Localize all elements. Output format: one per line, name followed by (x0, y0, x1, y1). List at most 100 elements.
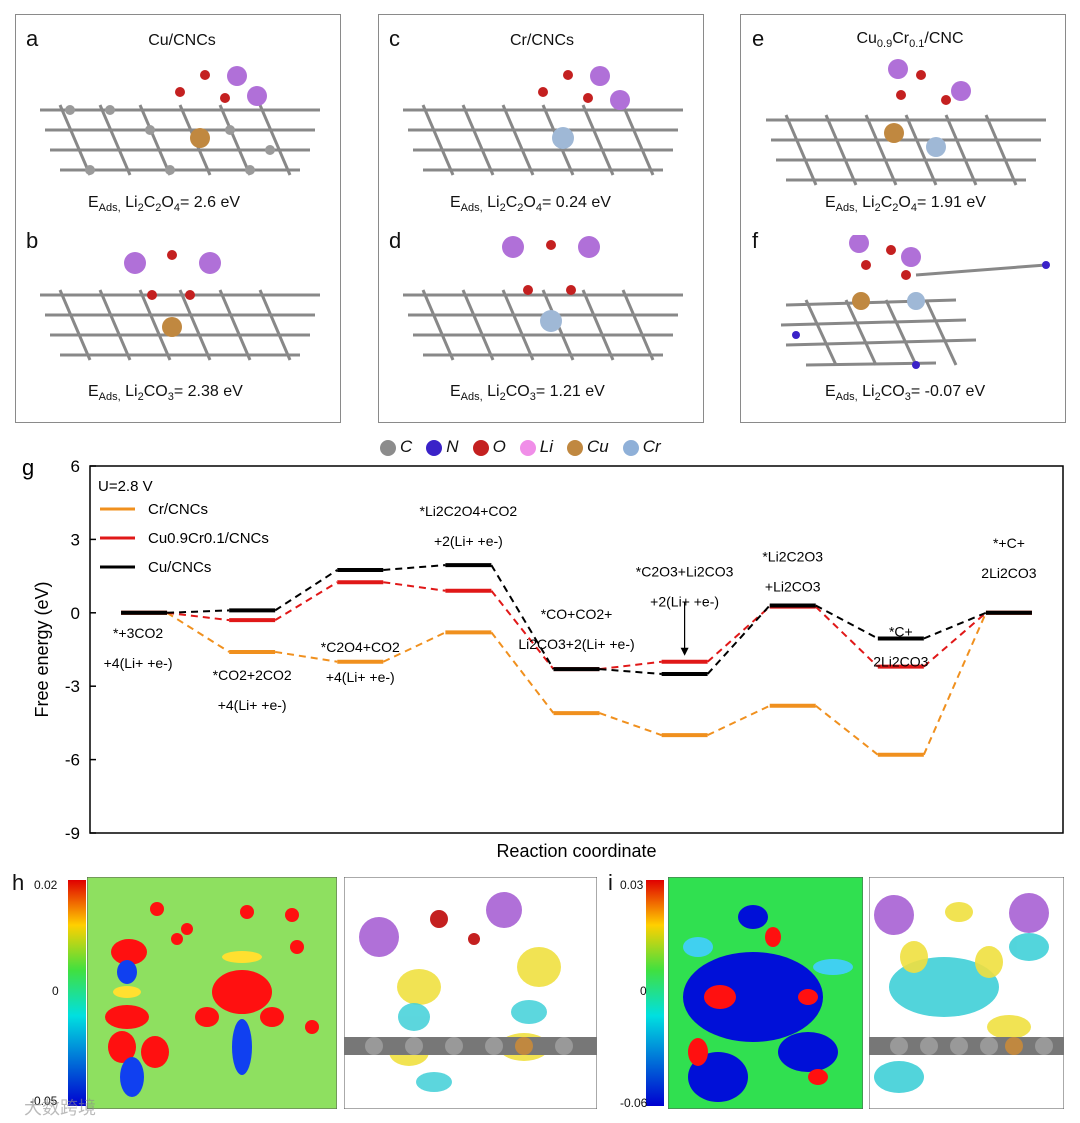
eads-f: EAds, Li2CO3= -0.07 eV (825, 383, 986, 404)
structure-f (780, 235, 1050, 369)
eads-a: EAds, Li2C2O4= 2.6 eV (88, 194, 241, 215)
energy-connector (166, 611, 230, 653)
structure-b (40, 250, 320, 361)
panel-label-e: e (752, 26, 765, 51)
structure-e (766, 59, 1046, 186)
eads-c: EAds, Li2C2O4= 0.24 eV (450, 194, 611, 215)
y-axis-label: Free energy (eV) (32, 581, 52, 717)
energy-connector (706, 605, 771, 663)
panel-label-i: i (608, 870, 613, 895)
panel-cucr-cnc (740, 14, 1066, 423)
step-label: +2(Li+ +e-) (434, 533, 503, 549)
panel-label-d: d (389, 228, 402, 253)
atom-legend: C N O Li Cu Cr (380, 437, 661, 457)
step-label: *C2O4+CO2 (321, 639, 400, 655)
colorbar-i-min: -0.06 (620, 1096, 648, 1110)
y-tick-label: -3 (65, 677, 80, 696)
energy-connector (275, 650, 338, 663)
step-label: *C+ (889, 624, 913, 640)
panel-e-title: Cu0.9Cr0.1/CNC (856, 30, 964, 51)
structure-a (40, 66, 320, 176)
condition-label: U=2.8 V (98, 478, 153, 495)
colorbar-i (646, 880, 664, 1106)
charge-density-map-h (87, 877, 337, 1109)
charge-density-3d-h (344, 877, 597, 1109)
colorbar-h-max: 0.02 (34, 878, 58, 892)
step-label: 2Li2CO3 (981, 565, 1036, 581)
panel-label-a: a (26, 26, 39, 51)
step-label: +4(Li+ +e-) (218, 697, 287, 713)
step-label: Li2CO3+2(Li+ +e-) (518, 636, 634, 652)
energy-connector (490, 590, 555, 670)
step-label: *C2O3+Li2CO3 (636, 564, 734, 580)
eads-d: EAds, Li2CO3= 1.21 eV (450, 383, 605, 404)
structure-c (403, 66, 683, 176)
legend-label: Cr/CNCs (148, 501, 208, 518)
energy-connector (166, 611, 230, 622)
panel-label-b: b (26, 228, 39, 253)
step-label: +4(Li+ +e-) (326, 669, 395, 685)
annotation-arrowhead (680, 647, 689, 656)
colorbar-h (68, 880, 86, 1106)
colorbar-h-mid: 0 (52, 984, 59, 998)
step-label: 2Li2CO3 (873, 654, 928, 670)
energy-connector (599, 668, 662, 675)
energy-connector (274, 569, 338, 612)
energy-connector (490, 564, 555, 670)
energy-connector (167, 609, 230, 614)
energy-connector (490, 631, 555, 714)
free-energy-chart: g 6 3 0 -3 -6 -9 Free energy (eV) Reaction coord… (22, 455, 1064, 860)
atom-legend-item: O (472, 437, 506, 457)
watermark-text: 大数跨境 (24, 1098, 96, 1118)
y-tick-label: 0 (71, 604, 80, 623)
energy-connector (599, 660, 662, 671)
atom-legend-item: Cr (622, 437, 661, 457)
charge-density-map-i (668, 877, 863, 1109)
energy-connector (707, 704, 771, 737)
atom-legend-item: Li (519, 437, 553, 457)
energy-connector (815, 605, 879, 668)
panel-label-c: c (389, 26, 400, 51)
atom-legend-item: N (426, 437, 459, 457)
colorbar-i-max: 0.03 (620, 878, 644, 892)
charge-density-3d-i (869, 877, 1064, 1109)
energy-connector (383, 581, 446, 592)
energy-connector (923, 611, 987, 640)
eads-b: EAds, Li2CO3= 2.38 eV (88, 383, 243, 404)
energy-connector (706, 604, 771, 675)
step-label: *CO+CO2+ (541, 606, 613, 622)
legend-label: Cu0.9Cr0.1/CNCs (148, 530, 269, 547)
step-label: *CO2+2CO2 (213, 667, 292, 683)
plot-frame (89, 465, 1064, 834)
panel-c-title: Cr/CNCs (510, 32, 574, 49)
colorbar-h-min: -0.05 (30, 1094, 58, 1108)
energy-connector (599, 712, 662, 737)
atom-legend-item: C (380, 437, 412, 457)
energy-connector (923, 612, 987, 668)
y-tick-label: -6 (65, 751, 80, 770)
x-axis-label: Reaction coordinate (496, 841, 656, 860)
energy-connector (815, 604, 879, 640)
energy-connector (815, 704, 879, 756)
step-label: *Li2C2O4+CO2 (420, 503, 518, 519)
y-tick-label: 3 (71, 530, 80, 549)
y-tick-label: -9 (65, 824, 80, 843)
panel-label-f: f (752, 228, 759, 253)
step-label: *+3CO2 (113, 625, 163, 641)
step-label: +4(Li+ +e-) (104, 655, 173, 671)
step-label: *+C+ (993, 535, 1025, 551)
legend-label: Cu/CNCs (148, 559, 211, 576)
panel-label-h: h (12, 870, 25, 895)
structure-d (403, 236, 683, 361)
energy-connector (922, 612, 987, 756)
atom-legend-item: Cu (567, 437, 609, 457)
panel-label-g: g (22, 455, 34, 480)
step-label: *Li2C2O3 (762, 549, 823, 565)
step-label: +Li2CO3 (765, 579, 821, 595)
energy-connector (383, 564, 446, 571)
energy-connector (274, 581, 338, 621)
eads-e: EAds, Li2C2O4= 1.91 eV (825, 194, 986, 215)
y-tick-label: 6 (71, 457, 80, 476)
colorbar-i-mid: 0 (640, 984, 647, 998)
panel-a-title: Cu/CNCs (148, 32, 216, 49)
